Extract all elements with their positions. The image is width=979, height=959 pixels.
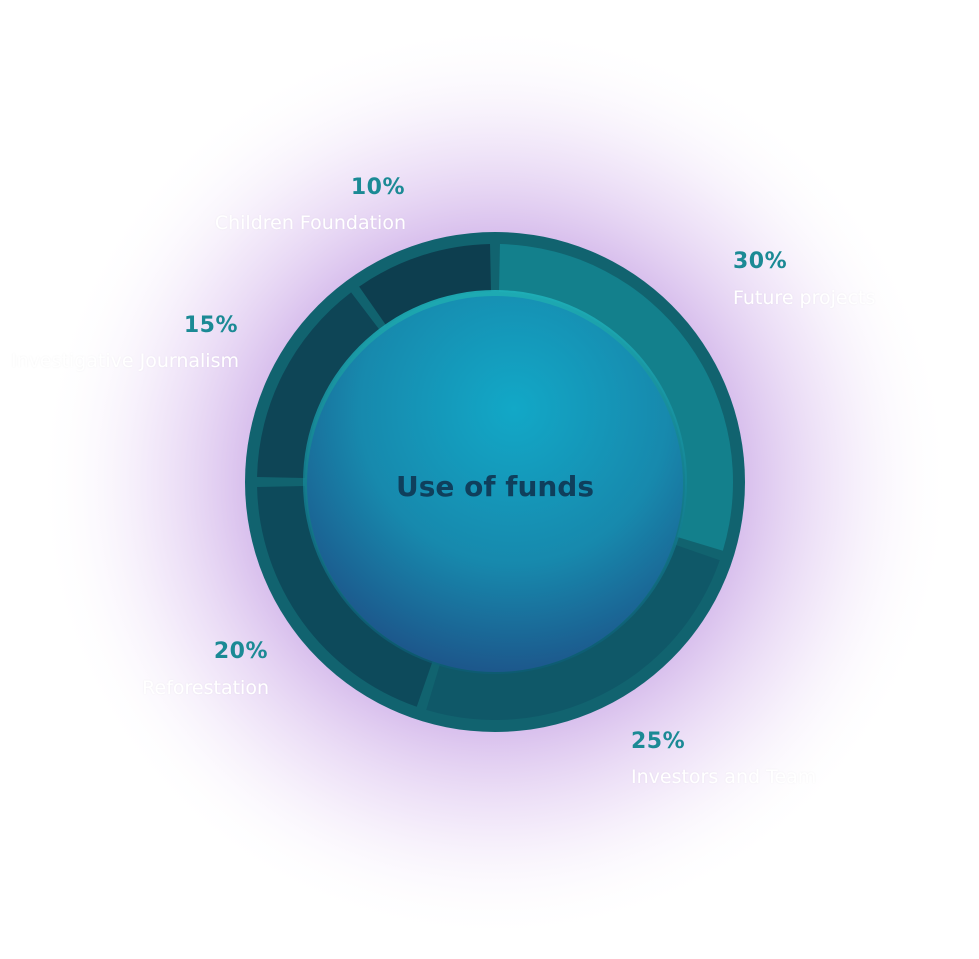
hub-circle [307, 296, 683, 672]
slice-children-foundation [359, 244, 492, 326]
slices-group [257, 244, 734, 720]
slice-label-future-name: Future projects [733, 287, 876, 309]
slice-label-journalism-percent: 15% [183, 313, 238, 338]
slice-investors-and-team [426, 544, 720, 720]
slice-label-investors-percent: 25% [631, 729, 686, 754]
slice-label-journalism-name: Investigative Journalism [10, 350, 239, 372]
slice-label-reforestation-percent: 20% [213, 639, 268, 664]
chart-title: Use of funds [396, 470, 594, 503]
slice-label-children-name: Children Foundation [214, 212, 406, 234]
slice-label-reforestation-name: Reforestation [142, 677, 269, 699]
slice-reforestation [257, 485, 433, 707]
slice-label-investors-name: Investors and Team [631, 766, 817, 788]
slice-investigative-journalism [257, 292, 381, 479]
slice-label-children-percent: 10% [350, 175, 405, 200]
slice-label-future-percent: 30% [733, 249, 788, 274]
slice-future-projects [498, 244, 734, 551]
